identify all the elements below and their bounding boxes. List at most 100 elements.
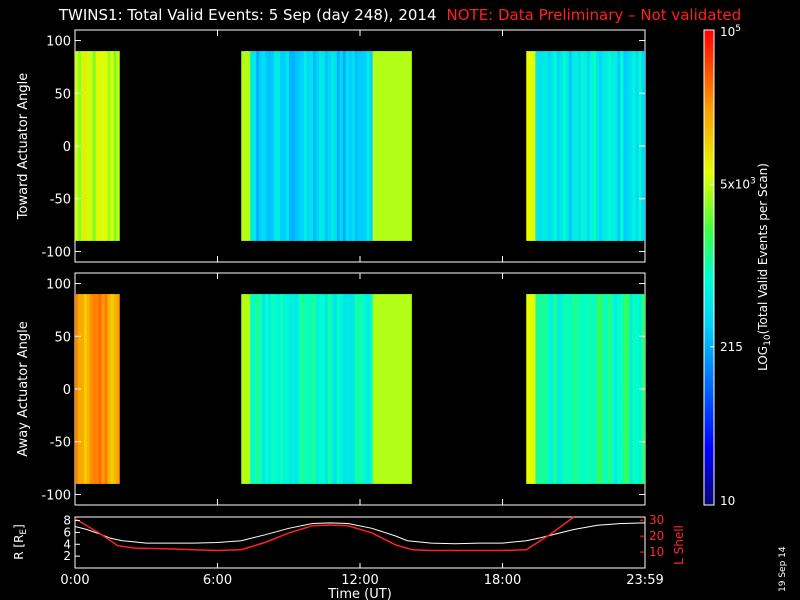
heatmap-cell	[402, 294, 406, 484]
ephemeris-frame	[74, 516, 646, 569]
heatmap-cell	[345, 294, 350, 484]
colorbar-tick-label: 105	[720, 24, 741, 39]
heatmap-cell	[113, 294, 117, 484]
heatmap-cell	[89, 294, 94, 484]
heatmap-cell	[529, 294, 533, 484]
away-ticks: 100 50 0 -50 -100	[41, 273, 646, 505]
heatmap-cell	[262, 51, 266, 241]
heatmap-cell	[602, 51, 606, 241]
heatmap-cell	[553, 294, 557, 484]
heatmap-cell	[571, 51, 576, 241]
y-tick-label: -50	[50, 436, 71, 451]
x-tick-label: 23:59	[626, 573, 663, 588]
heatmap-cell	[608, 51, 612, 241]
heatmap-cell	[556, 51, 561, 241]
colorbar-label-main: LOG	[756, 346, 770, 371]
heatmap-cell	[113, 51, 117, 241]
heatmap-cell	[611, 294, 615, 484]
heatmap-cell	[596, 294, 600, 484]
heatmap-cell	[369, 294, 374, 484]
heatmap-cell	[387, 51, 391, 241]
heatmap-cell	[339, 51, 344, 241]
heatmap-cell	[244, 51, 248, 241]
ephemeris-ylabel-tail: ]	[12, 524, 26, 529]
heatmap-cell	[300, 51, 305, 241]
heatmap-cell	[300, 294, 305, 484]
heatmap-cell	[309, 294, 314, 484]
colorbar-ticks: 10 215 5x103 105	[710, 24, 756, 508]
y-tick-label: 4	[63, 537, 71, 551]
date-stamp: 19 Sep 14	[778, 546, 788, 592]
heatmap-cell	[342, 294, 347, 484]
heatmap-cell	[104, 294, 108, 484]
heatmap-cell	[80, 51, 85, 241]
heatmap-cell	[271, 294, 275, 484]
heatmap-cell	[390, 294, 394, 484]
heatmap-cell	[408, 51, 412, 241]
heatmap-cell	[387, 294, 391, 484]
toward-panel: 100 50 0 -50 -100 Toward Actuator Angle	[16, 29, 646, 263]
heatmap-cell	[259, 51, 263, 241]
heatmap-cell	[381, 51, 385, 241]
heatmap-cell	[526, 294, 530, 484]
y-tick-label: 50	[54, 330, 71, 345]
heatmap-cell	[632, 294, 636, 484]
heatmap-cell	[244, 294, 248, 484]
heatmap-cell	[295, 294, 299, 484]
y-tick-label: 8	[63, 514, 71, 528]
heatmap-cell	[321, 294, 326, 484]
heatmap-cell	[286, 294, 290, 484]
heatmap-cell	[608, 294, 612, 484]
heatmap-cell	[336, 294, 341, 484]
heatmap-cell	[629, 51, 633, 241]
heatmap-cell	[110, 294, 114, 484]
heatmap-cell	[568, 51, 573, 241]
heatmap-cell	[247, 51, 251, 241]
heatmap-cell	[357, 294, 362, 484]
heatmap-cell	[589, 51, 594, 241]
y-tick-label: 50	[54, 87, 71, 102]
heatmap-cell	[280, 294, 284, 484]
y2-tick-label: 30	[649, 513, 664, 527]
heatmap-cell	[550, 294, 554, 484]
heatmap-cell	[357, 51, 362, 241]
heatmap-cell	[256, 294, 260, 484]
y2-tick-label: 20	[649, 529, 664, 543]
heatmap-cell	[547, 294, 551, 484]
heatmap-cell	[283, 294, 287, 484]
heatmap-cell	[303, 294, 308, 484]
heatmap-cell	[366, 51, 371, 241]
heatmap-cell	[95, 294, 100, 484]
heatmap-cell	[277, 294, 281, 484]
heatmap-cell	[86, 294, 91, 484]
heatmap-cell	[360, 51, 365, 241]
heatmap-cell	[330, 294, 335, 484]
heatmap-cell	[605, 51, 609, 241]
heatmap-cell	[366, 294, 371, 484]
heatmap-cell	[259, 294, 263, 484]
heatmap-cell	[274, 294, 278, 484]
heatmap-cell	[312, 51, 317, 241]
heatmap-cell	[116, 51, 120, 241]
ephemeris-ylabel-main: R [R	[12, 535, 26, 560]
heatmap-cell	[568, 294, 573, 484]
colorbar-tick-label: 10	[720, 494, 735, 508]
radius-line	[74, 522, 646, 545]
y-tick-label: 0	[63, 383, 71, 398]
heatmap-cell	[315, 51, 320, 241]
heatmap-cell	[336, 51, 341, 241]
heatmap-cell	[399, 51, 403, 241]
preliminary-note: NOTE: Data Preliminary – Not validated	[446, 6, 742, 24]
heatmap-cell	[327, 294, 332, 484]
heatmap-cell	[593, 51, 597, 241]
heatmap-cell	[550, 51, 554, 241]
y-tick-label: -50	[50, 193, 71, 208]
heatmap-cell	[297, 51, 302, 241]
heatmap-cell	[289, 51, 293, 241]
heatmap-cell	[565, 294, 570, 484]
heatmap-cell	[611, 51, 615, 241]
heatmap-cell	[116, 294, 120, 484]
colorbar-gradient	[703, 29, 715, 506]
heatmap-cell	[289, 294, 293, 484]
